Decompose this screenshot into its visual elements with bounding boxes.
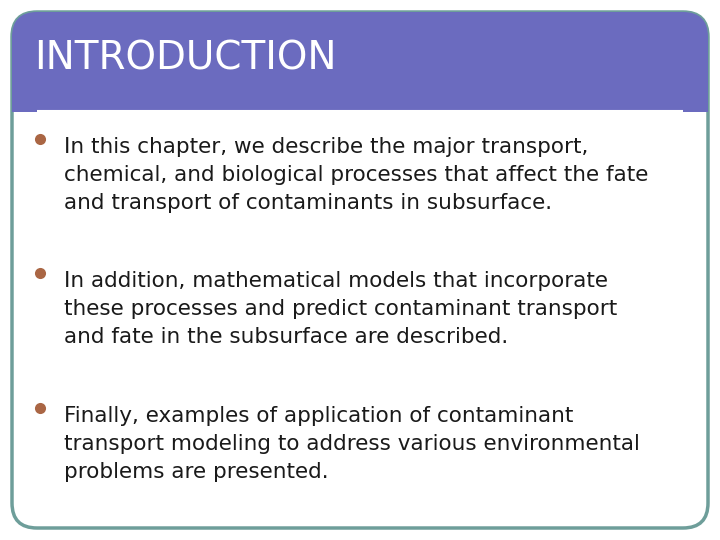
FancyBboxPatch shape: [12, 12, 708, 112]
Text: INTRODUCTION: INTRODUCTION: [34, 39, 336, 77]
Text: In addition, mathematical models that incorporate
these processes and predict co: In addition, mathematical models that in…: [64, 271, 617, 347]
Bar: [12, 85, 708, 112]
FancyBboxPatch shape: [12, 12, 708, 528]
Text: In this chapter, we describe the major transport,
chemical, and biological proce: In this chapter, we describe the major t…: [64, 137, 649, 213]
Text: Finally, examples of application of contaminant
transport modeling to address va: Finally, examples of application of cont…: [64, 406, 640, 482]
